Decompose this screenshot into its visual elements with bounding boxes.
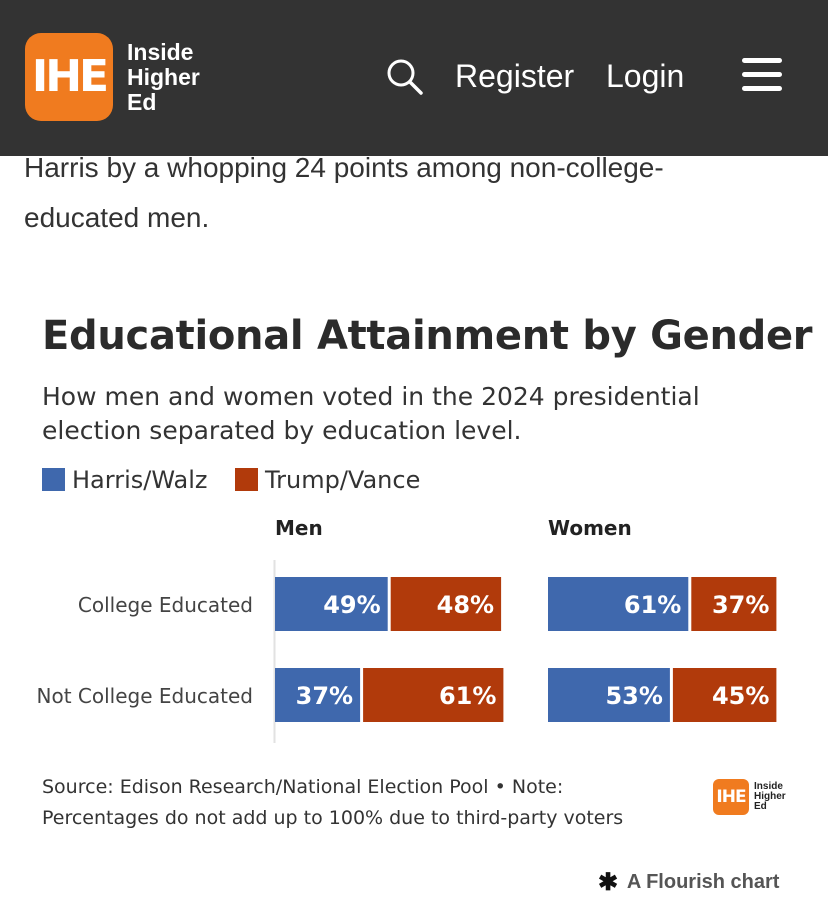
bar-data-label: 48%	[437, 591, 494, 619]
bar-data-label: 53%	[605, 682, 662, 710]
article-line-2: educated men.	[24, 202, 210, 233]
bar-data-label: 37%	[296, 682, 353, 710]
bar-harris	[275, 577, 388, 631]
search-icon[interactable]	[384, 56, 424, 96]
bar-data-label: 49%	[323, 591, 380, 619]
legend-swatch-harris	[42, 468, 65, 491]
legend-label-harris: Harris/Walz	[72, 466, 208, 494]
chart-title: Educational Attainment by Gender	[42, 313, 813, 359]
legend-swatch-trump	[235, 468, 258, 491]
logo-letters: IHE	[31, 51, 109, 102]
chart-plot-area: College Educated Not College Educated Men 4…	[37, 516, 777, 743]
register-link[interactable]: Register	[455, 58, 575, 94]
logo-word-3: Ed	[127, 89, 157, 115]
panel-header: Men	[275, 516, 323, 540]
category-label: College Educated	[78, 593, 253, 617]
bar-trump	[363, 668, 504, 722]
bar-trump	[390, 577, 502, 631]
mini-logo-word-3: Ed	[754, 801, 767, 812]
category-label: Not College Educated	[37, 684, 253, 708]
login-link[interactable]: Login	[606, 58, 685, 94]
bar-harris	[548, 577, 689, 631]
site-header: IHE Inside Higher Ed Register Login	[0, 0, 828, 156]
logo-wordmark[interactable]: Inside Higher Ed	[127, 40, 247, 115]
bar-data-label: 37%	[712, 591, 769, 619]
flourish-credit-label: A Flourish chart	[626, 871, 780, 893]
bar-data-label: 61%	[439, 682, 496, 710]
bar-trump	[672, 668, 777, 722]
flourish-credit-link[interactable]: ✱ A Flourish chart	[598, 868, 779, 897]
article-line-1: Harris by a whopping 24 points among non…	[24, 156, 664, 183]
flourish-asterisk-icon: ✱	[598, 869, 619, 896]
bar-harris	[275, 668, 361, 722]
article-excerpt: Harris by a whopping 24 points among non…	[0, 156, 828, 256]
bar-data-label: 61%	[624, 591, 681, 619]
bar-harris	[548, 668, 670, 722]
mini-logo-letters: IHE	[716, 787, 746, 807]
ihe-mini-logo: IHE	[713, 779, 749, 815]
mini-logo-wordmark: Inside Higher Ed	[754, 782, 814, 812]
mini-logo-word-2: Higher	[754, 791, 786, 802]
bar-trump	[691, 577, 777, 631]
logo-word-2: Higher	[127, 64, 200, 90]
panel-header: Women	[548, 516, 632, 540]
chart-source-note: Source: Edison Research/National Electio…	[42, 776, 624, 829]
hamburger-menu-icon[interactable]	[740, 56, 784, 92]
chart-subtitle: How men and women voted in the 2024 pres…	[42, 382, 700, 445]
logo-word-1: Inside	[127, 39, 194, 65]
bar-data-label: 45%	[712, 682, 769, 710]
mini-logo-word-1: Inside	[754, 781, 783, 792]
legend-label-trump: Trump/Vance	[265, 466, 421, 494]
ihe-logo[interactable]: IHE	[25, 33, 113, 121]
